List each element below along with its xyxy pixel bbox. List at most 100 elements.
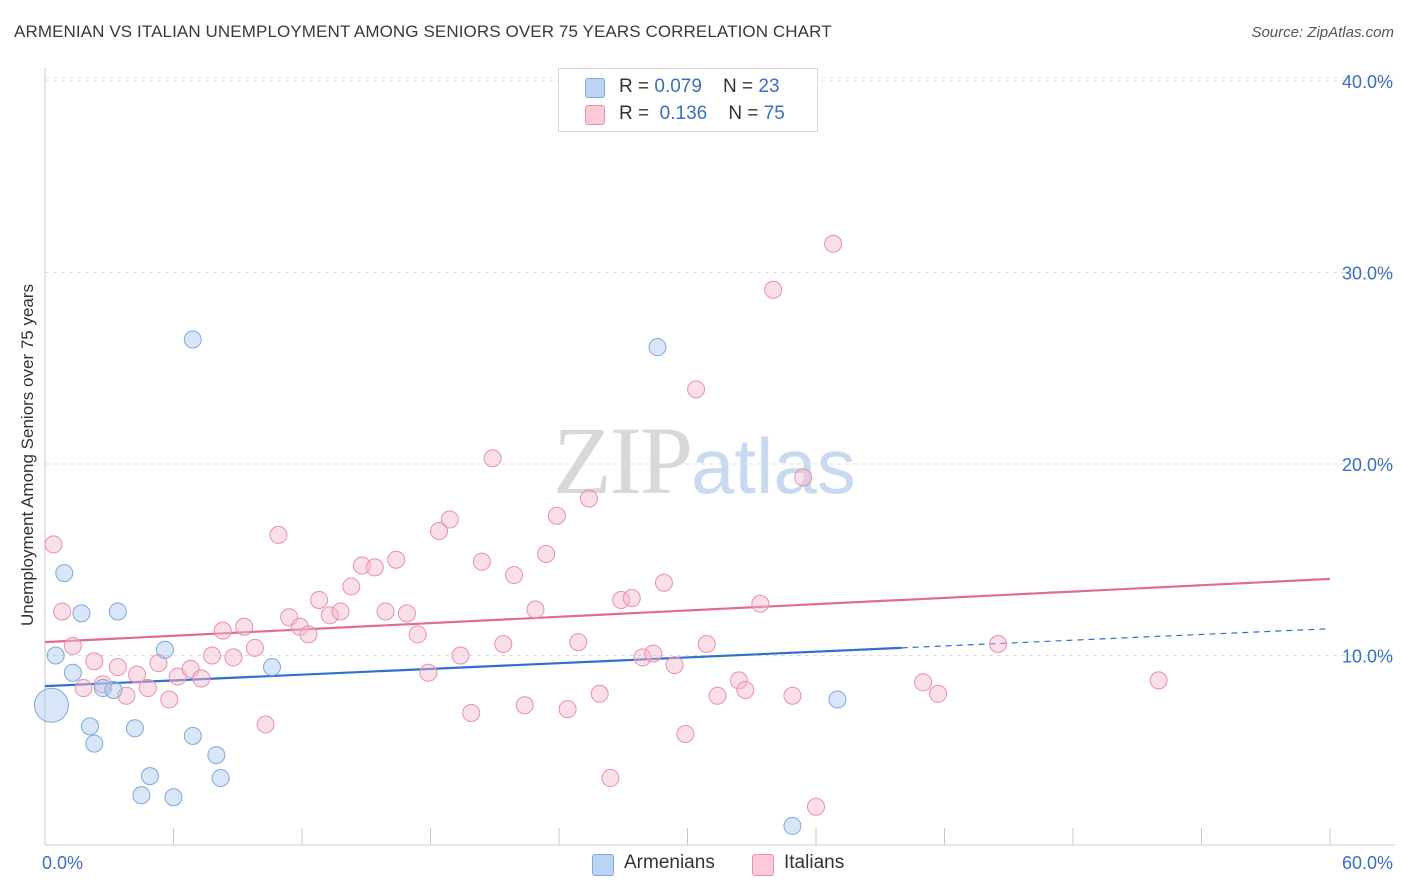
data-point-armenians [108, 602, 127, 621]
source-credit: Source: ZipAtlas.com [1251, 24, 1394, 41]
data-point-armenians [55, 564, 74, 583]
data-point-italians [430, 522, 449, 541]
data-point-armenians [211, 769, 230, 788]
data-point-italians [108, 657, 127, 676]
data-point-armenians [207, 746, 226, 765]
data-point-italians [224, 648, 243, 667]
data-point-armenians [125, 719, 144, 738]
y-tick-label: 10.0% [1342, 647, 1393, 667]
data-point-armenians [183, 330, 202, 349]
tick-labels: 10.0% 20.0% 30.0% 40.0% 0.0% 60.0% [42, 72, 1393, 873]
data-point-italians [235, 617, 254, 636]
data-point-italians [44, 535, 63, 554]
data-point-armenians [164, 788, 183, 807]
data-point-italians [697, 635, 716, 654]
data-point-italians [128, 665, 147, 684]
data-point-armenians [263, 657, 282, 676]
data-point-italians [310, 590, 329, 609]
gridlines [45, 77, 1395, 656]
data-point-armenians [132, 786, 151, 805]
data-point-italians [708, 686, 727, 705]
data-point-armenians [140, 767, 159, 786]
data-point-italians [729, 671, 748, 690]
data-point-italians [654, 573, 673, 592]
bottom-legend-label-armenians: Armenians [624, 852, 715, 873]
data-point-italians [160, 690, 179, 709]
data-point-italians [929, 684, 948, 703]
data-point-italians [408, 625, 427, 644]
data-point-armenians [648, 338, 667, 357]
data-point-italians [53, 602, 72, 621]
data-point-italians [440, 510, 459, 529]
data-point-armenians [783, 816, 802, 835]
trend-line-0 [44, 646, 902, 688]
watermark-atlas: atlas [691, 422, 856, 510]
data-point-italians [342, 577, 361, 596]
data-point-italians [93, 675, 112, 694]
data-point-italians [547, 506, 566, 525]
data-point-italians [601, 769, 620, 788]
data-point-italians [764, 280, 783, 299]
data-point-italians [824, 234, 843, 253]
data-point-italians [85, 652, 104, 671]
legend-swatch-armenians [585, 78, 605, 98]
data-point-armenians [104, 680, 123, 699]
data-point-italians [494, 635, 513, 654]
data-point-armenians [828, 690, 847, 709]
legend-text-armenians: R = 0.079 N = 23 [619, 76, 780, 97]
y-axis-label: Unemployment Among Seniors over 75 years [18, 283, 37, 627]
y-tick-label: 30.0% [1342, 264, 1393, 284]
data-point-italians [914, 673, 933, 692]
data-point-italians [376, 602, 395, 621]
data-point-italians [665, 656, 684, 675]
data-point-italians [299, 625, 318, 644]
data-point-armenians [155, 640, 174, 659]
trend-extension-0 [901, 628, 1331, 649]
chart-title: ARMENIAN VS ITALIAN UNEMPLOYMENT AMONG S… [14, 22, 832, 41]
data-point-italians [213, 621, 232, 640]
data-point-italians [365, 558, 384, 577]
bottom-legend-swatch-italians [752, 854, 774, 876]
legend-text-italians: R = 0.136 N = 75 [619, 103, 785, 124]
watermark: ZIPatlas [553, 405, 856, 516]
data-point-italians [989, 635, 1008, 654]
data-point-italians [751, 594, 770, 613]
data-point-italians [451, 646, 470, 665]
data-point-italians [622, 589, 641, 608]
y-tick-label: 40.0% [1342, 72, 1393, 92]
data-point-italians [676, 725, 695, 744]
data-point-italians [783, 686, 802, 705]
data-point-italians [256, 715, 275, 734]
legend-swatch-italians [585, 105, 605, 125]
bottom-legend-label-italians: Italians [784, 852, 845, 873]
data-point-italians [74, 679, 93, 698]
data-point-italians [397, 604, 416, 623]
data-point-italians [736, 680, 755, 699]
data-point-italians [320, 606, 339, 625]
data-point-armenians [80, 717, 99, 736]
data-point-armenians [63, 663, 82, 682]
data-point-armenians [183, 726, 202, 745]
data-point-italians [590, 684, 609, 703]
correlation-legend: R = 0.079 N = 23 R = 0.136 N = 75 [558, 68, 818, 132]
data-point-italians [483, 449, 502, 468]
y-tick-label: 20.0% [1342, 455, 1393, 475]
data-points [33, 234, 1168, 835]
data-point-italians [63, 636, 82, 655]
data-point-italians [558, 700, 577, 719]
data-point-italians [794, 468, 813, 487]
trend-lines [44, 577, 1331, 688]
data-point-italians [387, 550, 406, 569]
data-point-italians [462, 703, 481, 722]
data-point-armenians [85, 734, 104, 753]
data-point-italians [505, 566, 524, 585]
bottom-legend-swatch-armenians [592, 854, 614, 876]
data-point-italians [526, 600, 545, 619]
data-point-italians [192, 669, 211, 688]
data-point-italians [569, 633, 588, 652]
data-point-italians [537, 545, 556, 564]
data-point-italians [245, 638, 264, 657]
x-tick-label-min: 0.0% [42, 853, 83, 873]
data-point-italians [807, 797, 825, 816]
